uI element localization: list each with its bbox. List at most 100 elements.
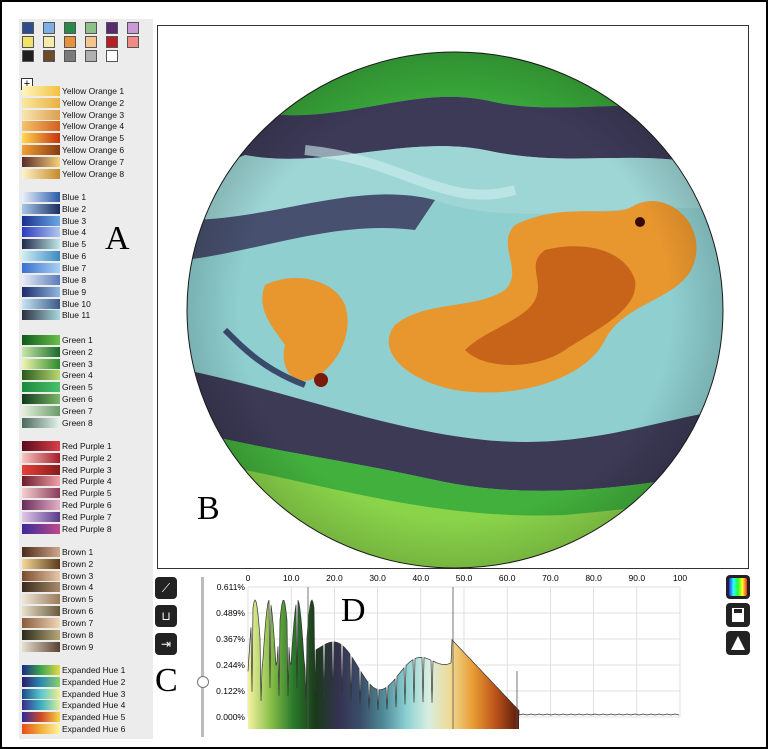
palette-gradient-preview xyxy=(22,109,60,120)
y-tick-label: 0.244% xyxy=(216,660,245,670)
palette-item[interactable]: Yellow Orange 4 xyxy=(22,121,124,133)
palette-item[interactable]: Green 5 xyxy=(22,381,93,393)
palette-label: Yellow Orange 3 xyxy=(62,109,125,120)
palette-item[interactable]: Red Purple 8 xyxy=(22,523,112,535)
split-tool-button[interactable]: ⇥ xyxy=(155,633,177,655)
palette-item[interactable]: Red Purple 5 xyxy=(22,487,112,499)
palette-gradient-preview xyxy=(22,676,60,687)
palette-item[interactable]: Red Purple 7 xyxy=(22,511,112,523)
palette-item[interactable]: Expanded Hue 1 xyxy=(22,664,125,676)
color-swatch[interactable] xyxy=(127,36,139,48)
palette-item[interactable]: Yellow Orange 5 xyxy=(22,132,124,144)
palette-item[interactable]: Expanded Hue 2 xyxy=(22,676,125,688)
histogram-editor[interactable]: 0 10.0 20.0 30.0 40.0 50.0 60.0 70.0 80.0 90.0 100… xyxy=(207,571,687,733)
label-d: D xyxy=(341,592,366,629)
x-tick-label: 90.0 xyxy=(629,573,646,583)
palette-item[interactable]: Green 8 xyxy=(22,417,93,429)
color-swatch[interactable] xyxy=(106,50,118,62)
palette-item[interactable]: Brown 1 xyxy=(22,546,93,558)
palette-label: Yellow Orange 2 xyxy=(62,97,125,108)
palette-item[interactable]: Blue 1 xyxy=(22,191,91,203)
palette-gradient-preview xyxy=(22,523,60,534)
palette-item[interactable]: Red Purple 1 xyxy=(22,440,112,452)
palette-item[interactable]: Brown 2 xyxy=(22,558,93,570)
palette-item[interactable]: Yellow Orange 1 xyxy=(22,85,124,97)
palette-item[interactable]: Blue 6 xyxy=(22,250,91,262)
palette-item[interactable]: Blue 5 xyxy=(22,238,91,250)
palette-item[interactable]: Yellow Orange 8 xyxy=(22,168,124,180)
color-swatch[interactable] xyxy=(85,50,97,62)
histogram-mode-button[interactable] xyxy=(726,631,750,655)
palette-label: Green 4 xyxy=(62,370,93,381)
palette-item[interactable]: Blue 11 xyxy=(22,309,91,321)
palette-label: Blue 8 xyxy=(62,274,87,285)
palette-item[interactable]: Expanded Hue 6 xyxy=(22,723,125,735)
palette-gradient-preview xyxy=(22,298,60,309)
y-tick-label: 0.611% xyxy=(217,582,246,592)
palette-label: Blue 10 xyxy=(62,298,91,309)
palette-item[interactable]: Brown 9 xyxy=(22,641,93,653)
palette-item[interactable]: Expanded Hue 4 xyxy=(22,700,125,712)
color-swatch[interactable] xyxy=(127,22,139,34)
palette-item[interactable]: Red Purple 6 xyxy=(22,499,112,511)
pen-tool-button[interactable]: ⟋ xyxy=(155,577,177,599)
histogram-x-ticks: 0 10.0 20.0 30.0 40.0 50.0 60.0 70.0 80.0 90.0 100 xyxy=(246,573,687,583)
palette-item[interactable]: Blue 4 xyxy=(22,227,91,239)
palette-label: Red Purple 8 xyxy=(62,523,112,534)
palette-item[interactable]: Yellow Orange 6 xyxy=(22,144,124,156)
histogram-y-ticks: 0.611% 0.489% 0.367% 0.244% 0.122% 0.000% xyxy=(216,582,245,722)
color-swatch[interactable] xyxy=(43,50,55,62)
color-swatch[interactable] xyxy=(64,50,76,62)
palette-item[interactable]: Red Purple 4 xyxy=(22,476,112,488)
palette-item[interactable]: Brown 8 xyxy=(22,629,93,641)
palette-gradient-preview xyxy=(22,168,60,179)
palette-item[interactable]: Green 2 xyxy=(22,346,93,358)
palette-gradient-preview xyxy=(22,712,60,723)
color-swatch[interactable] xyxy=(85,22,97,34)
color-swatch[interactable] xyxy=(106,22,118,34)
palette-item[interactable]: Brown 5 xyxy=(22,593,93,605)
palette-item[interactable]: Yellow Orange 2 xyxy=(22,97,124,109)
color-swatch[interactable] xyxy=(22,36,34,48)
color-swatch[interactable] xyxy=(43,22,55,34)
palette-gradient-preview xyxy=(22,570,60,581)
opacity-slider-handle[interactable] xyxy=(197,676,209,688)
palette-item[interactable]: Green 6 xyxy=(22,393,93,405)
palette-label: Brown 8 xyxy=(62,629,94,640)
palette-item[interactable]: Green 7 xyxy=(22,405,93,417)
color-swatch[interactable] xyxy=(43,36,55,48)
palette-gradient-preview xyxy=(22,346,60,357)
opacity-slider[interactable] xyxy=(201,577,204,737)
palette-item[interactable]: Blue 7 xyxy=(22,262,91,274)
palette-label: Green 7 xyxy=(62,405,93,416)
palette-label: Yellow Orange 7 xyxy=(62,156,125,167)
palette-item[interactable]: Red Purple 2 xyxy=(22,452,112,464)
palette-item[interactable]: Green 3 xyxy=(22,358,93,370)
color-swatch[interactable] xyxy=(106,36,118,48)
color-swatch[interactable] xyxy=(85,36,97,48)
palette-item[interactable]: Brown 4 xyxy=(22,582,93,594)
color-swatch[interactable] xyxy=(64,22,76,34)
palette-label: Blue 4 xyxy=(62,227,87,238)
palette-item[interactable]: Blue 3 xyxy=(22,215,91,227)
palette-item[interactable]: Blue 2 xyxy=(22,203,91,215)
palette-item[interactable]: Brown 3 xyxy=(22,570,93,582)
palette-item[interactable]: Red Purple 3 xyxy=(22,464,112,476)
palette-item[interactable]: Blue 9 xyxy=(22,286,91,298)
palette-item[interactable]: Green 4 xyxy=(22,370,93,382)
palette-item[interactable]: Brown 6 xyxy=(22,605,93,617)
palette-item[interactable]: Expanded Hue 5 xyxy=(22,711,125,723)
save-button[interactable] xyxy=(726,603,750,627)
color-swatch[interactable] xyxy=(64,36,76,48)
color-swatch[interactable] xyxy=(22,50,34,62)
palette-item[interactable]: Brown 7 xyxy=(22,617,93,629)
bracket-tool-button[interactable]: ⊔ xyxy=(155,605,177,627)
palette-item[interactable]: Expanded Hue 3 xyxy=(22,688,125,700)
palette-item[interactable]: Blue 8 xyxy=(22,274,91,286)
colormap-preset-button[interactable] xyxy=(726,575,750,599)
palette-item[interactable]: Yellow Orange 3 xyxy=(22,109,124,121)
palette-item[interactable]: Blue 10 xyxy=(22,298,91,310)
color-swatch[interactable] xyxy=(22,22,34,34)
palette-item[interactable]: Green 1 xyxy=(22,334,93,346)
palette-item[interactable]: Yellow Orange 7 xyxy=(22,156,124,168)
